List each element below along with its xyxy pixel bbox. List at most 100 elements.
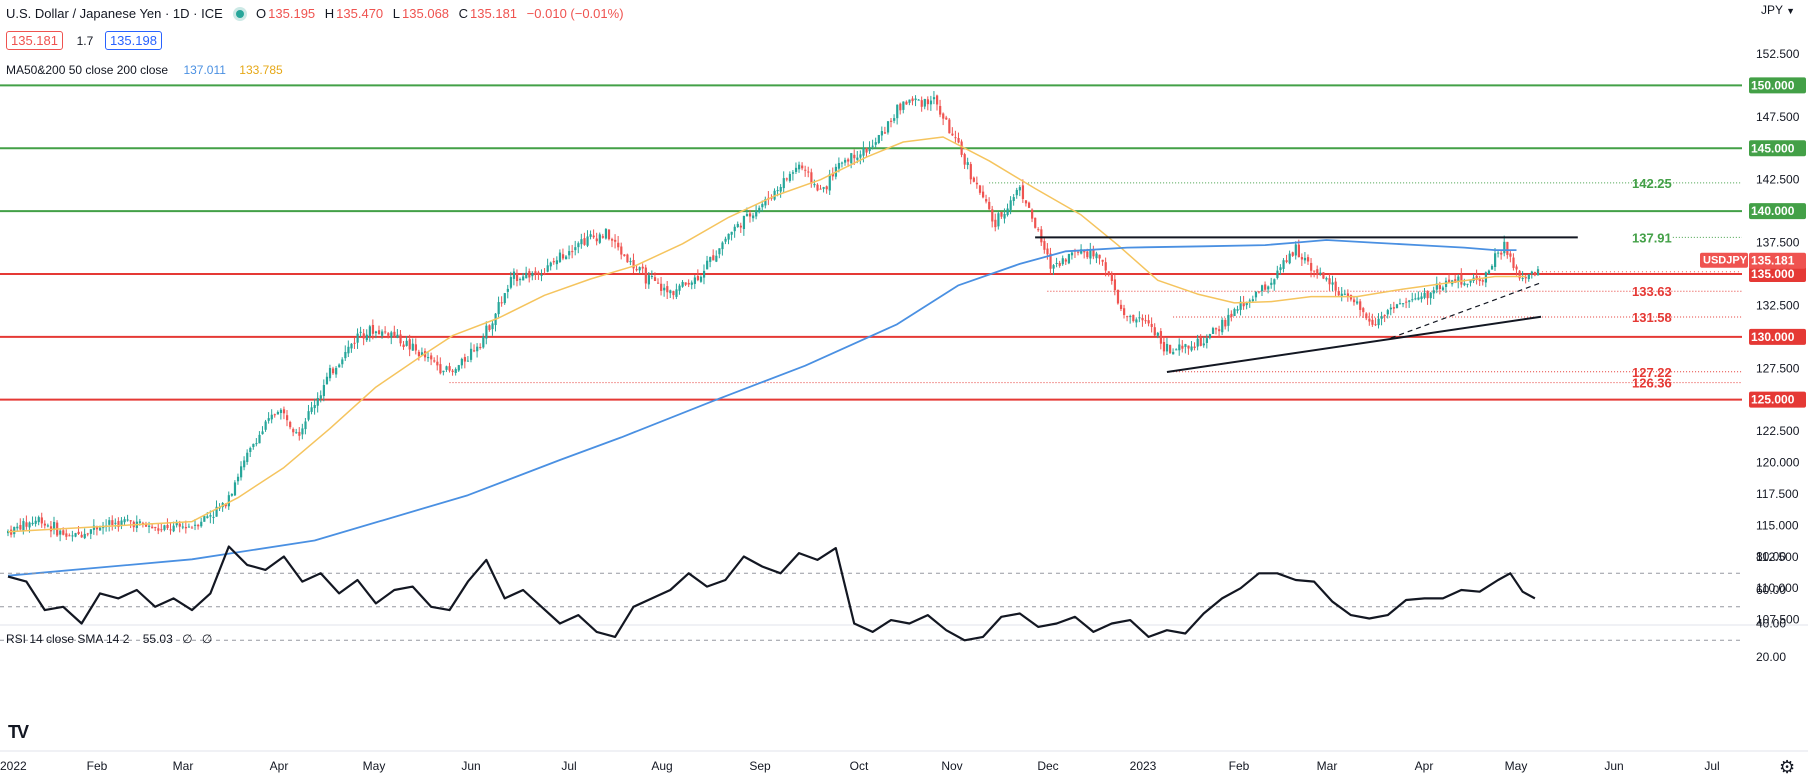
- candle-body: [972, 177, 975, 182]
- candle-body: [206, 516, 209, 518]
- candle-body: [669, 290, 672, 294]
- candle-body: [267, 418, 270, 421]
- candle-body: [1187, 345, 1190, 349]
- currency-selector[interactable]: JPY ▼: [1761, 3, 1795, 17]
- candle-body: [785, 178, 788, 180]
- sell-button[interactable]: 135.181: [6, 31, 63, 50]
- candle-body: [1267, 286, 1270, 290]
- candle-body: [261, 431, 264, 435]
- rsi-tick-label: 80.00: [1756, 550, 1786, 564]
- dotted-level-label: 133.63: [1632, 284, 1672, 299]
- candle-body: [874, 142, 877, 145]
- candle-body: [1116, 289, 1120, 304]
- ma-legend-label: MA50&200 50 close 200 close: [6, 63, 169, 77]
- candle-body: [1469, 280, 1472, 283]
- price-tick-label: 142.500: [1756, 173, 1800, 187]
- candle-body: [914, 98, 917, 101]
- gear-icon[interactable]: ⚙: [1779, 757, 1796, 777]
- candle-body: [68, 535, 71, 537]
- candle-body: [893, 118, 896, 121]
- candle-body: [801, 165, 804, 169]
- candle-body: [1377, 318, 1380, 326]
- buy-button[interactable]: 135.198: [104, 31, 162, 50]
- candle-body: [528, 271, 531, 278]
- candle-body: [997, 213, 1000, 227]
- candle-body: [1398, 303, 1402, 305]
- candle-body: [233, 482, 237, 496]
- candle-body: [721, 242, 724, 250]
- candle-body: [568, 251, 571, 256]
- candle-body: [611, 239, 614, 241]
- candle-body: [37, 517, 40, 523]
- candle-body: [197, 524, 200, 527]
- candle-body: [1490, 265, 1494, 270]
- candle-body: [1322, 272, 1325, 279]
- candle-body: [252, 443, 255, 448]
- candle-body: [831, 173, 834, 177]
- ma-legend[interactable]: MA50&200 50 close 200 close 137.011 133.…: [6, 63, 285, 77]
- candle-body: [1282, 260, 1285, 269]
- candle-body: [295, 432, 298, 434]
- candle-body: [325, 376, 329, 385]
- candle-body: [77, 531, 80, 535]
- symbol-title[interactable]: U.S. Dollar / Japanese Yen · 1D · ICE: [6, 6, 223, 21]
- candle-body: [451, 370, 454, 372]
- candle-body: [1270, 282, 1273, 285]
- candle-body: [1365, 313, 1368, 319]
- candle-body: [1402, 303, 1405, 305]
- candle-body: [1107, 271, 1110, 275]
- candle-body: [1221, 319, 1224, 333]
- candle-body: [506, 288, 509, 292]
- candle-body: [988, 201, 991, 210]
- candle-body: [1432, 290, 1435, 294]
- candle-body: [1417, 297, 1420, 300]
- candle-body: [706, 260, 709, 270]
- level-tag-label: 135.000: [1751, 267, 1795, 281]
- candle-body: [282, 409, 286, 414]
- candle-body: [215, 506, 218, 517]
- candle-body: [761, 204, 764, 208]
- candle-body: [120, 520, 123, 527]
- candle-body: [1533, 272, 1537, 276]
- ma200-value: 133.785: [239, 63, 283, 77]
- candle-body: [908, 99, 911, 103]
- candle-body: [1144, 320, 1147, 322]
- candle-body: [365, 334, 368, 341]
- candle-body: [512, 271, 516, 279]
- candle-body: [595, 238, 598, 242]
- candle-body: [65, 533, 68, 537]
- price-tick-label: 127.500: [1756, 361, 1800, 375]
- candle-body: [1000, 212, 1003, 217]
- rsi-legend[interactable]: RSI 14 close SMA 14 2 55.03 ∅ ∅: [6, 632, 214, 646]
- candle-body: [509, 277, 513, 288]
- candle-body: [200, 521, 203, 527]
- candle-body: [580, 239, 583, 245]
- candle-body: [531, 272, 534, 277]
- candle-body: [555, 260, 559, 265]
- candle-body: [1119, 304, 1123, 309]
- candle-body: [525, 272, 528, 279]
- ohlc-open: 135.195: [268, 6, 316, 21]
- candle-body: [1509, 253, 1512, 257]
- candle-body: [853, 154, 856, 159]
- ohlc-change: −0.010 (−0.01%): [526, 6, 624, 21]
- candle-body: [923, 98, 926, 107]
- candle-body: [1426, 291, 1429, 299]
- candle-body: [1034, 217, 1037, 228]
- candle-body: [1257, 291, 1261, 293]
- price-tick-label: 120.000: [1756, 456, 1800, 470]
- time-axis-label: Feb: [87, 759, 108, 773]
- candle-body: [350, 343, 353, 349]
- candle-body: [74, 533, 77, 537]
- candle-body: [22, 521, 25, 531]
- candle-body: [1098, 254, 1101, 259]
- candle-body: [1236, 309, 1239, 311]
- candle-body: [1040, 229, 1043, 243]
- candle-body: [1380, 316, 1383, 319]
- candle-body: [684, 282, 687, 285]
- candle-body: [865, 148, 868, 153]
- candle-body: [476, 346, 479, 352]
- candle-body: [653, 277, 657, 281]
- candle-body: [16, 526, 19, 529]
